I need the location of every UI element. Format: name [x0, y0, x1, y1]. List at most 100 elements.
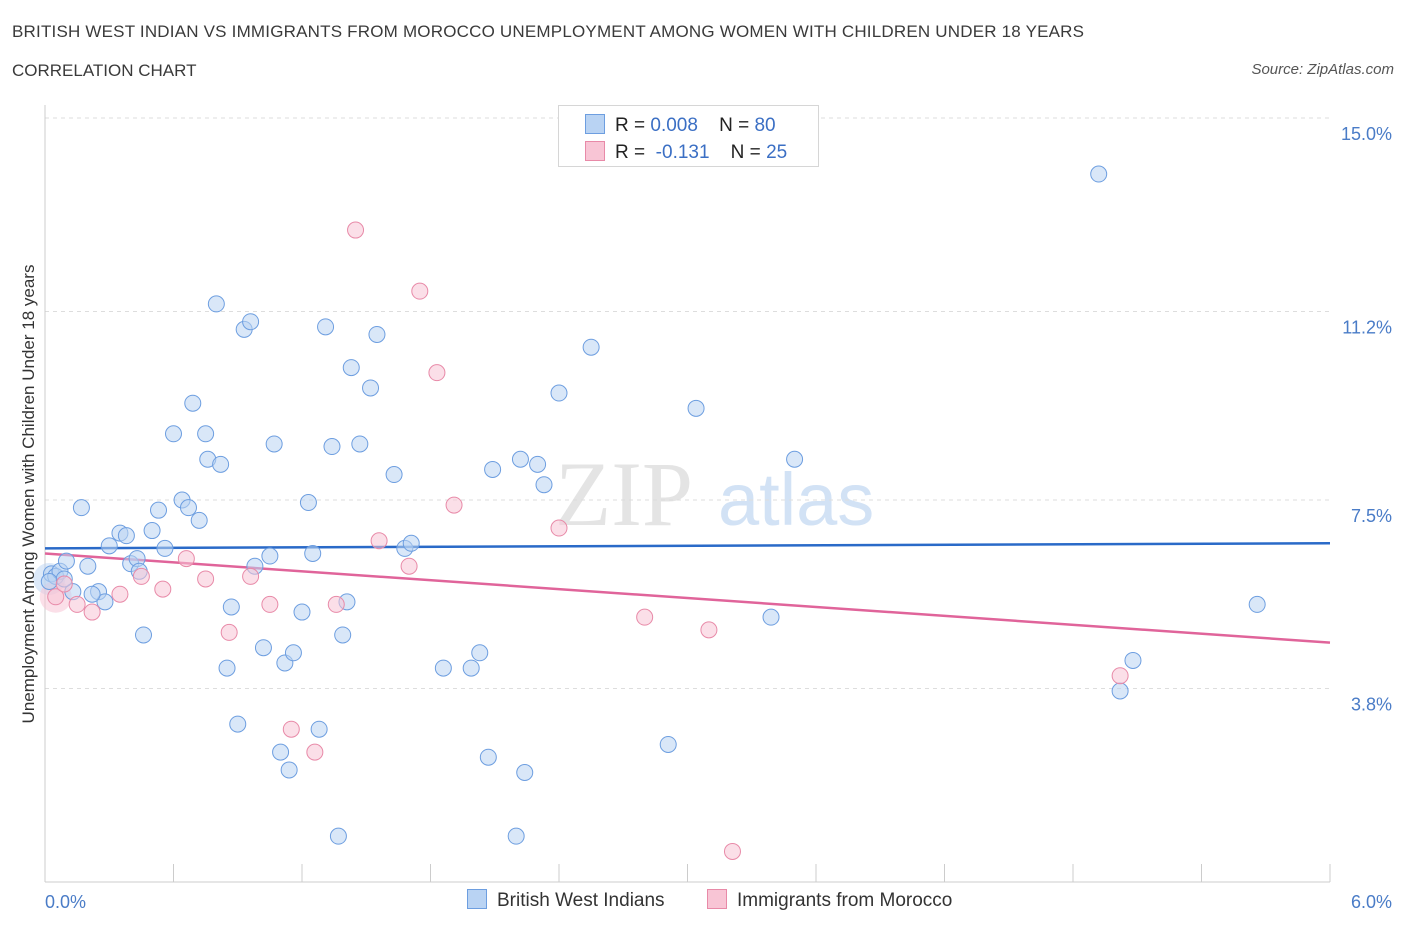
point-british-west-indians [242, 313, 260, 331]
stats-legend: R = 0.008 N = 80 R = -0.131 N = 25 [558, 105, 819, 167]
point-immigrants-from-morocco [1111, 667, 1129, 685]
point-british-west-indians [1248, 595, 1266, 613]
point-british-west-indians [304, 544, 322, 562]
point-british-west-indians [280, 761, 298, 779]
r-label: R = [615, 142, 646, 163]
point-immigrants-from-morocco [242, 567, 260, 585]
point-british-west-indians [261, 547, 279, 565]
point-british-west-indians [434, 659, 452, 677]
axes [44, 105, 1331, 883]
point-british-west-indians [179, 499, 197, 517]
point-british-west-indians [342, 359, 360, 377]
n-value: 80 [754, 115, 776, 136]
point-immigrants-from-morocco [445, 496, 463, 514]
trend-lines [44, 542, 1331, 644]
point-british-west-indians [83, 585, 101, 603]
point-british-west-indians [334, 626, 352, 644]
point-british-west-indians [96, 593, 114, 611]
point-british-west-indians [762, 608, 780, 626]
point-immigrants-from-morocco [347, 221, 365, 239]
point-british-west-indians [100, 537, 118, 555]
point-british-west-indians [323, 438, 341, 456]
point-british-west-indians [529, 455, 547, 473]
point-british-west-indians [72, 499, 90, 517]
point-british-west-indians [329, 827, 347, 845]
point-british-west-indians [207, 295, 225, 313]
point-british-west-indians [484, 460, 502, 478]
point-british-west-indians [351, 435, 369, 453]
legend-swatch-pink [707, 889, 727, 909]
point-british-west-indians [362, 379, 380, 397]
legend-item-british-west-indians: British West Indians [467, 889, 665, 912]
point-british-west-indians [197, 425, 215, 443]
point-british-west-indians [57, 552, 75, 570]
data-points [33, 165, 1266, 860]
point-immigrants-from-morocco [68, 595, 86, 613]
point-british-west-indians [479, 748, 497, 766]
point-immigrants-from-morocco [636, 608, 654, 626]
point-immigrants-from-morocco [550, 519, 568, 537]
point-british-west-indians [1124, 651, 1142, 669]
point-british-west-indians [368, 325, 386, 343]
point-british-west-indians [165, 425, 182, 443]
point-british-west-indians [402, 534, 420, 552]
x-tick-label: 0.0% [45, 892, 86, 912]
r-value: -0.131 [655, 142, 710, 163]
watermark: ZIP atlas [555, 443, 874, 545]
legend-swatch-blue [467, 889, 487, 909]
chart-subtitle: CORRELATION CHART [12, 61, 197, 80]
point-british-west-indians [1111, 682, 1129, 700]
point-british-west-indians [299, 494, 317, 512]
point-british-west-indians [143, 522, 161, 540]
series1-swatch [585, 114, 605, 134]
legend-item-immigrants-from-morocco: Immigrants from Morocco [707, 889, 952, 912]
point-immigrants-from-morocco [411, 282, 429, 300]
point-british-west-indians [516, 763, 534, 781]
y-tick-label: 7.5% [1351, 506, 1392, 526]
source-label: Source: ZipAtlas.com [1251, 61, 1394, 78]
point-british-west-indians [687, 399, 705, 417]
trend-line-immigrants-from-morocco [44, 552, 1331, 644]
y-tick-label: 3.8% [1351, 694, 1392, 714]
point-british-west-indians [222, 598, 240, 616]
point-british-west-indians [184, 394, 202, 412]
point-british-west-indians [218, 659, 236, 677]
watermark-zip: ZIP [555, 443, 693, 545]
point-british-west-indians [293, 603, 311, 621]
y-axis-title: Unemployment Among Women with Children U… [19, 265, 38, 724]
point-immigrants-from-morocco [83, 603, 101, 621]
series2-swatch [585, 141, 605, 161]
point-british-west-indians [659, 735, 677, 753]
point-immigrants-from-morocco [154, 580, 172, 598]
point-british-west-indians [212, 455, 230, 473]
point-immigrants-from-morocco [220, 623, 238, 641]
point-british-west-indians [511, 450, 529, 468]
point-british-west-indians [135, 626, 153, 644]
point-immigrants-from-morocco [700, 621, 718, 639]
point-british-west-indians [284, 644, 302, 662]
point-british-west-indians [786, 450, 804, 468]
trend-line-british-west-indians [44, 542, 1331, 550]
n-value: 25 [766, 142, 788, 163]
point-british-west-indians [190, 511, 208, 529]
point-british-west-indians [535, 476, 553, 494]
point-british-west-indians [79, 557, 97, 575]
point-immigrants-from-morocco [723, 842, 741, 860]
point-immigrants-from-morocco [47, 588, 65, 606]
r-value: 0.008 [650, 115, 698, 136]
point-immigrants-from-morocco [282, 720, 300, 738]
point-british-west-indians [117, 527, 135, 545]
point-british-west-indians [272, 743, 290, 761]
y-tick-label: 11.2% [1342, 318, 1392, 338]
point-british-west-indians [1090, 165, 1108, 183]
y-tick-label: 15.0% [1341, 124, 1392, 144]
point-immigrants-from-morocco [197, 570, 215, 588]
point-british-west-indians [550, 384, 568, 402]
point-immigrants-from-morocco [428, 364, 446, 382]
stats-row-british-west-indians: R = 0.008 N = 80 [585, 114, 776, 138]
point-british-west-indians [507, 827, 525, 845]
point-immigrants-from-morocco [261, 595, 279, 613]
point-british-west-indians [265, 435, 283, 453]
point-british-west-indians [310, 720, 328, 738]
